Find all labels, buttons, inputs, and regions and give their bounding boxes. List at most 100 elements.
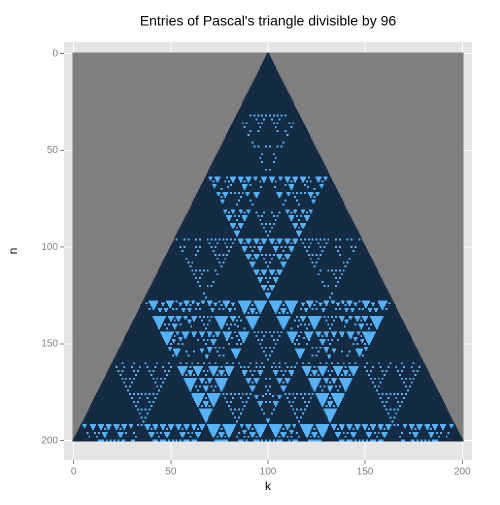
divisible-cell bbox=[403, 381, 405, 384]
divisible-cell bbox=[206, 424, 221, 427]
divisible-cell bbox=[385, 424, 392, 427]
divisible-cell bbox=[142, 420, 145, 423]
divisible-cell bbox=[336, 389, 339, 392]
divisible-cell bbox=[366, 439, 369, 442]
divisible-cell bbox=[146, 397, 149, 400]
divisible-cell bbox=[222, 393, 225, 396]
divisible-cell bbox=[294, 397, 297, 400]
divisible-cell bbox=[325, 362, 328, 365]
divisible-cell bbox=[274, 280, 277, 283]
divisible-cell bbox=[320, 402, 325, 405]
divisible-cell bbox=[338, 331, 345, 334]
divisible-cell bbox=[336, 402, 340, 405]
divisible-cell bbox=[212, 335, 215, 338]
divisible-cell bbox=[234, 416, 236, 419]
divisible-cell bbox=[267, 280, 269, 283]
divisible-cell bbox=[164, 308, 168, 311]
divisible-cell bbox=[327, 315, 330, 318]
divisible-cell bbox=[232, 412, 234, 415]
divisible-cell bbox=[222, 253, 225, 256]
divisible-cell bbox=[280, 323, 287, 326]
divisible-cell bbox=[196, 371, 200, 374]
divisible-cell bbox=[246, 426, 251, 429]
divisible-cell bbox=[242, 340, 245, 343]
divisible-cell bbox=[101, 431, 108, 434]
triangle-row bbox=[141, 302, 395, 305]
divisible-cell bbox=[309, 319, 320, 322]
divisible-cell bbox=[123, 428, 126, 431]
triangle-row bbox=[88, 408, 448, 411]
divisible-cell bbox=[304, 371, 309, 374]
divisible-cell bbox=[207, 333, 212, 336]
divisible-cell bbox=[152, 400, 155, 403]
divisible-cell bbox=[212, 180, 215, 183]
divisible-cell bbox=[191, 439, 198, 442]
divisible-cell bbox=[204, 420, 207, 423]
divisible-cell bbox=[272, 331, 275, 334]
triangle-row bbox=[215, 155, 321, 158]
divisible-cell bbox=[268, 393, 271, 396]
divisible-cell bbox=[261, 153, 264, 156]
divisible-cell bbox=[340, 350, 343, 353]
divisible-cell bbox=[259, 219, 262, 222]
divisible-cell bbox=[165, 310, 167, 312]
divisible-cell bbox=[191, 393, 205, 396]
divisible-cell bbox=[210, 238, 213, 241]
divisible-cell bbox=[319, 253, 322, 256]
divisible-cell bbox=[349, 317, 352, 320]
divisible-cell bbox=[317, 366, 328, 369]
divisible-cell bbox=[377, 362, 380, 365]
divisible-cell bbox=[263, 180, 266, 183]
divisible-cell bbox=[150, 404, 153, 407]
divisible-cell bbox=[242, 371, 247, 374]
divisible-cell bbox=[305, 300, 314, 303]
triangle-row bbox=[248, 89, 288, 92]
divisible-cell bbox=[321, 280, 324, 283]
divisible-cell bbox=[179, 370, 186, 372]
triangle-row bbox=[99, 385, 437, 388]
divisible-cell bbox=[162, 428, 165, 431]
triangle-row bbox=[131, 323, 405, 326]
divisible-cell bbox=[369, 310, 371, 312]
divisible-cell bbox=[383, 373, 386, 376]
divisible-cell bbox=[301, 302, 305, 305]
divisible-cell bbox=[226, 362, 229, 365]
divisible-cell bbox=[263, 257, 266, 260]
divisible-cell bbox=[247, 381, 250, 384]
divisible-cell bbox=[251, 250, 254, 252]
divisible-cell bbox=[172, 325, 177, 328]
divisible-cell bbox=[131, 439, 135, 442]
divisible-cell bbox=[167, 346, 172, 349]
divisible-cell bbox=[307, 246, 310, 249]
divisible-cell bbox=[156, 377, 159, 380]
divisible-cell bbox=[302, 304, 304, 307]
divisible-cell bbox=[241, 122, 244, 125]
divisible-cell bbox=[96, 435, 98, 438]
divisible-cell bbox=[274, 157, 277, 160]
divisible-cell bbox=[319, 246, 322, 249]
divisible-cell bbox=[181, 308, 186, 311]
divisible-cell bbox=[254, 379, 259, 382]
divisible-cell bbox=[301, 426, 313, 429]
divisible-cell bbox=[144, 408, 147, 411]
divisible-cell bbox=[235, 420, 238, 423]
divisible-cell bbox=[241, 184, 248, 187]
divisible-cell bbox=[274, 273, 277, 276]
divisible-cell bbox=[213, 186, 216, 189]
divisible-cell bbox=[332, 426, 336, 429]
divisible-cell bbox=[92, 428, 95, 431]
divisible-cell bbox=[224, 366, 234, 369]
divisible-cell bbox=[216, 335, 219, 338]
divisible-cell bbox=[247, 435, 250, 438]
divisible-cell bbox=[132, 370, 135, 372]
divisible-cell bbox=[309, 195, 312, 198]
divisible-cell bbox=[226, 400, 229, 403]
divisible-cell bbox=[307, 400, 310, 403]
divisible-cell bbox=[271, 306, 280, 309]
triangle-row bbox=[103, 377, 433, 380]
divisible-cell bbox=[383, 435, 386, 438]
divisible-cell bbox=[403, 424, 407, 427]
divisible-cell bbox=[86, 431, 89, 434]
divisible-cell bbox=[278, 311, 281, 314]
divisible-cell bbox=[296, 215, 299, 218]
